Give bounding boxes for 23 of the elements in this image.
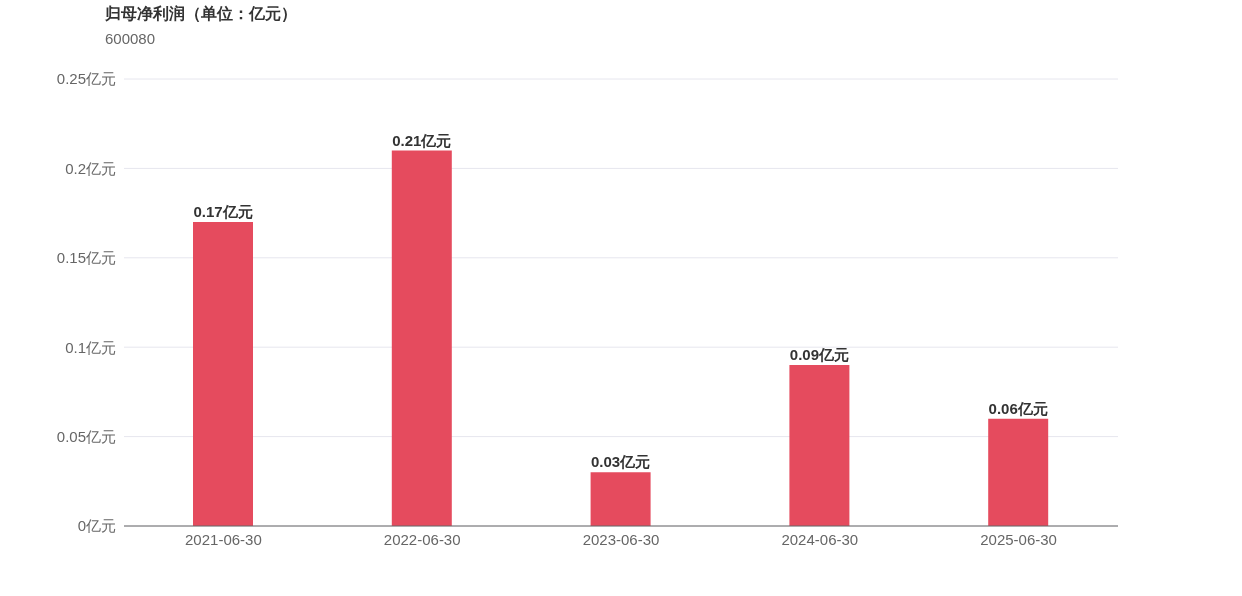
bar [988, 418, 1049, 526]
y-tick-label: 0亿元 [77, 517, 116, 535]
data-label: 0.03亿元 [591, 453, 651, 471]
y-tick-label: 0.05亿元 [56, 427, 116, 445]
y-tick-label: 0.15亿元 [56, 249, 116, 267]
bar [193, 222, 253, 526]
y-tick-label: 0.25亿元 [56, 70, 116, 88]
y-tick-label: 0.2亿元 [65, 159, 116, 177]
x-tick-label: 2025-06-30 [980, 530, 1057, 548]
chart-subtitle: 600080 [105, 30, 156, 47]
x-tick-label: 2022-06-30 [383, 530, 461, 548]
x-tick-label: 2024-06-30 [781, 530, 859, 548]
y-tick-label: 0.1亿元 [65, 338, 116, 356]
bar [789, 365, 850, 526]
x-tick-label: 2023-06-30 [582, 530, 660, 548]
data-label: 0.21亿元 [392, 131, 452, 149]
data-label: 0.17亿元 [193, 203, 253, 221]
x-tick-label: 2021-06-30 [185, 530, 262, 548]
chart-title: 归母净利润（单位：亿元） [105, 4, 297, 24]
bar [391, 150, 452, 526]
bar [590, 472, 651, 526]
data-label: 0.09亿元 [789, 346, 849, 364]
data-label: 0.06亿元 [988, 399, 1048, 417]
